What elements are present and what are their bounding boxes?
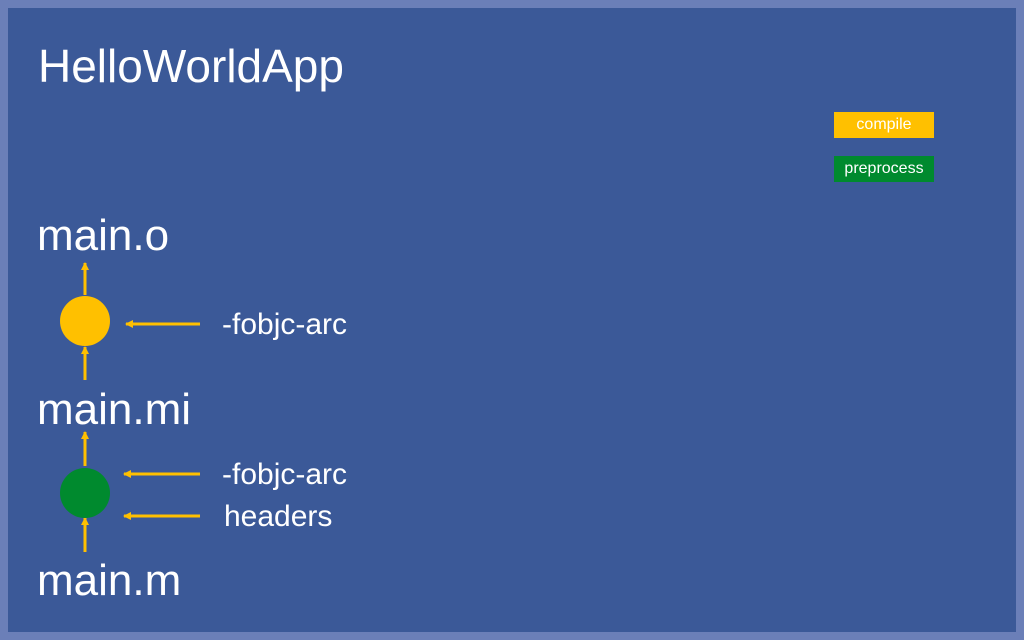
compile-node [60, 296, 110, 346]
preprocess-flag-label: -fobjc-arc [222, 458, 348, 491]
legend-preprocess: preprocess [834, 156, 934, 182]
preprocess-node [60, 468, 110, 518]
output-file-label: main.o [37, 211, 170, 260]
diagram-title: HelloWorldApp [38, 40, 344, 92]
compile-flag-label: -fobjc-arc [222, 308, 348, 341]
source-file-label: main.m [37, 556, 182, 605]
legend-compile: compile [834, 112, 934, 138]
preprocess-headers-label: headers [224, 500, 333, 533]
pipeline-diagram [60, 262, 200, 552]
slide: HelloWorldApp compile preprocess main.o … [8, 8, 1016, 632]
intermediate-file-label: main.mi [37, 385, 192, 434]
